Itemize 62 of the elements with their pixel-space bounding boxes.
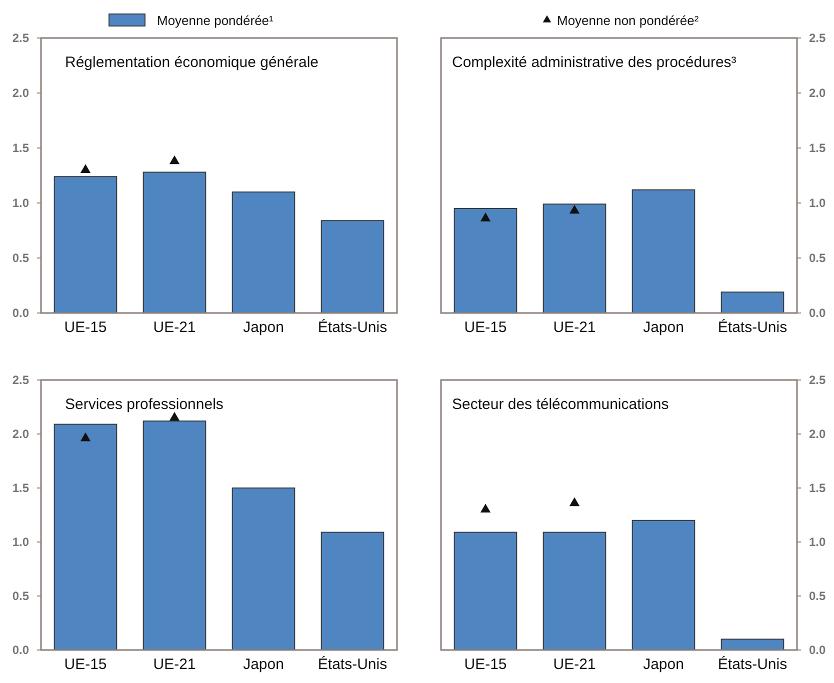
y-tick-label: 1.5 — [12, 141, 30, 155]
text: Services professionnels — [65, 396, 224, 413]
y-tick-label: 2.0 — [12, 86, 30, 100]
x-tick-label: UE-15 — [464, 656, 507, 673]
legend-label: Moyenne pondérée¹ — [157, 13, 274, 28]
y-tick-label: 2.5 — [12, 373, 30, 387]
y-tick-label: 1.0 — [809, 535, 826, 549]
y-tick-label: 1.5 — [809, 141, 826, 155]
y-tick-label: 2.0 — [809, 427, 826, 441]
x-tick-label: États-Unis — [718, 655, 788, 673]
bar — [632, 189, 696, 314]
bar — [454, 208, 518, 314]
bar — [54, 424, 118, 650]
x-tick-label: Japon — [643, 319, 684, 336]
legend-label: Moyenne non pondérée² — [557, 13, 700, 28]
y-tick-label: 2.0 — [809, 86, 826, 100]
x-tick-label: UE-21 — [553, 656, 596, 673]
y-tick-label: 0.0 — [12, 306, 30, 320]
bar — [232, 192, 296, 314]
y-tick-label: 2.0 — [12, 427, 30, 441]
x-tick-label: Japon — [243, 656, 284, 673]
x-tick-label: États-Unis — [318, 655, 388, 673]
bar — [142, 172, 206, 314]
x-tick-label: UE-15 — [464, 319, 507, 336]
bar — [632, 520, 696, 650]
text: Réglementation économique générale — [65, 54, 319, 71]
y-tick-label: 0.5 — [809, 251, 826, 265]
bar — [720, 292, 784, 314]
text: Secteur des télécommunications — [452, 396, 669, 413]
bar — [720, 638, 784, 650]
bar — [542, 532, 606, 650]
x-tick-label: États-Unis — [718, 318, 788, 336]
text: Complexité administrative des procédures³ — [452, 54, 736, 71]
x-tick-label: UE-21 — [153, 656, 196, 673]
y-tick-label: 0.0 — [809, 306, 826, 320]
x-tick-label: Japon — [243, 319, 284, 336]
bar — [542, 204, 606, 314]
y-tick-label: 2.5 — [809, 31, 826, 45]
y-tick-label: 1.5 — [809, 481, 826, 495]
x-tick-label: États-Unis — [318, 318, 388, 336]
x-tick-label: Japon — [643, 656, 684, 673]
y-tick-label: 0.5 — [12, 589, 30, 603]
x-tick-label: UE-15 — [64, 319, 107, 336]
bar — [54, 176, 118, 314]
bar — [320, 532, 384, 650]
bar — [320, 220, 384, 314]
y-tick-label: 0.0 — [809, 643, 826, 657]
y-tick-label: 2.5 — [12, 31, 30, 45]
bar — [142, 420, 206, 650]
x-tick-label: UE-21 — [153, 319, 196, 336]
y-tick-label: 2.5 — [809, 373, 826, 387]
bar — [232, 488, 296, 650]
y-tick-label: 0.5 — [809, 589, 826, 603]
y-tick-label: 1.0 — [809, 196, 826, 210]
y-tick-label: 1.0 — [12, 196, 30, 210]
y-tick-label: 1.5 — [12, 481, 30, 495]
x-tick-label: UE-15 — [64, 656, 107, 673]
bar — [454, 532, 518, 650]
y-tick-label: 1.0 — [12, 535, 30, 549]
x-tick-label: UE-21 — [553, 319, 596, 336]
y-tick-label: 0.0 — [12, 643, 30, 657]
y-tick-label: 0.5 — [12, 251, 30, 265]
